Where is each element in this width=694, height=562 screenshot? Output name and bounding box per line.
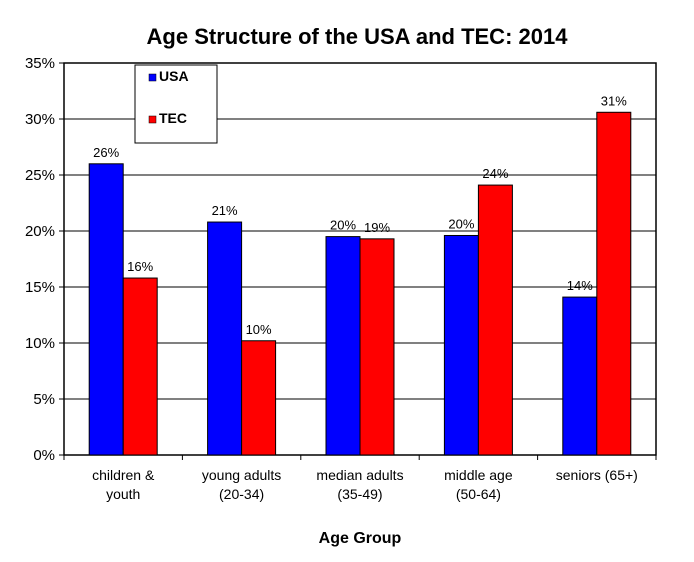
legend-label-usa: USA: [159, 68, 189, 84]
data-label-usa: 21%: [212, 203, 238, 218]
legend-label-tec: TEC: [159, 110, 187, 126]
x-category-label: middle age: [444, 467, 513, 483]
bar-tec: [241, 340, 277, 456]
x-category-label: (50-64): [456, 486, 501, 502]
data-label-tec: 10%: [246, 322, 272, 337]
data-label-tec: 31%: [601, 93, 627, 108]
bar-tec: [596, 111, 632, 456]
y-tick-label: 25%: [25, 167, 55, 184]
data-labels: 26% 16% 21% 10% 20% 19% 20% 24% 14% 31%: [93, 93, 627, 336]
data-label-usa: 20%: [448, 216, 474, 231]
x-category-label: (20-34): [219, 486, 264, 502]
legend-box: [134, 64, 218, 144]
data-label-usa: 20%: [330, 218, 356, 233]
legend-swatch-tec: [148, 115, 157, 124]
bar-usa: [325, 236, 361, 456]
chart-title: Age Structure of the USA and TEC: 2014: [147, 24, 569, 49]
legend-swatch-usa: [148, 73, 157, 82]
x-category-label: children &: [92, 467, 155, 483]
x-category-label: seniors (65+): [556, 467, 638, 483]
data-label-tec: 16%: [127, 259, 153, 274]
y-tick-label: 10%: [25, 335, 55, 352]
bar-usa: [88, 163, 124, 456]
gridlines: [64, 118, 656, 400]
bar-tec: [477, 184, 513, 456]
x-category-label: young adults: [202, 467, 281, 483]
x-axis-categories: children & youth young adults (20-34) median…: [63, 455, 657, 502]
x-axis-title: Age Group: [319, 530, 402, 547]
bar-tec: [359, 238, 395, 456]
bar-usa: [562, 296, 598, 456]
bar-tec: [122, 277, 158, 456]
y-tick-label: 30%: [25, 111, 55, 128]
y-tick-label: 35%: [25, 55, 55, 72]
data-label-tec: 19%: [364, 220, 390, 235]
x-category-label: (35-49): [337, 486, 382, 502]
y-axis-ticks: 0% 5% 10% 15% 20% 25% 30% 35%: [25, 55, 64, 464]
y-tick-label: 20%: [25, 223, 55, 240]
legend: USA TEC: [134, 64, 218, 144]
bar-usa: [443, 234, 479, 456]
y-tick-label: 15%: [25, 279, 55, 296]
x-category-label: median adults: [316, 467, 403, 483]
y-tick-label: 5%: [33, 391, 55, 408]
bars: [88, 111, 632, 456]
data-label-tec: 24%: [482, 166, 508, 181]
y-tick-label: 0%: [33, 447, 55, 464]
x-category-label: youth: [106, 486, 140, 502]
data-label-usa: 14%: [567, 278, 593, 293]
data-label-usa: 26%: [93, 145, 119, 160]
bar-usa: [207, 221, 243, 456]
